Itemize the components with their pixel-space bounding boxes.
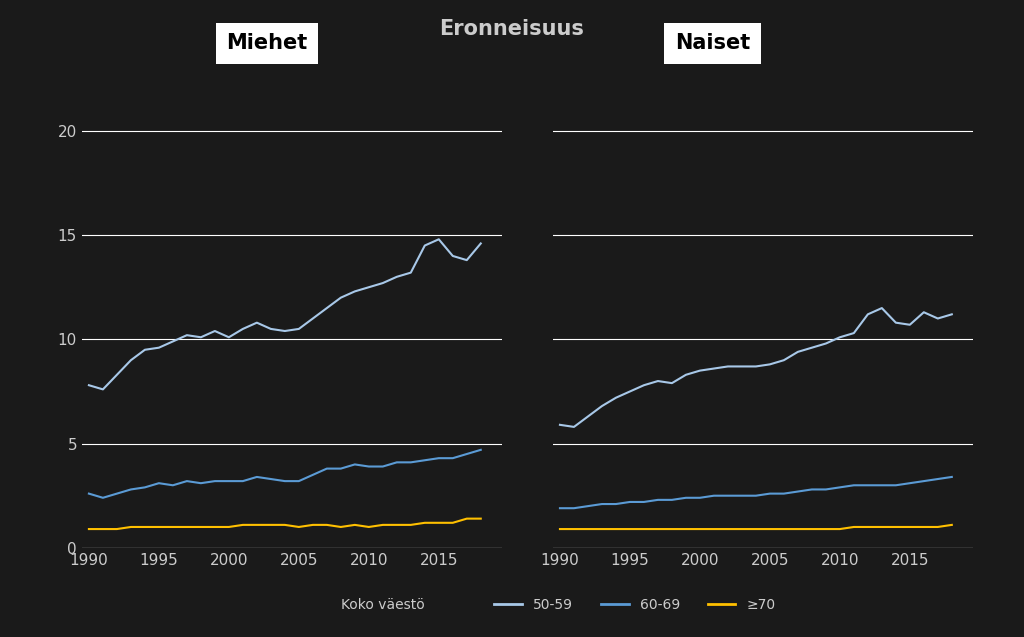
Legend: 50-59, 60-69, ≥70: 50-59, 60-69, ≥70 xyxy=(488,592,781,617)
Text: Eronneisuus: Eronneisuus xyxy=(439,19,585,39)
Text: Naiset: Naiset xyxy=(675,33,751,54)
Text: Koko väestö: Koko väestö xyxy=(341,598,425,612)
Text: Miehet: Miehet xyxy=(226,33,307,54)
